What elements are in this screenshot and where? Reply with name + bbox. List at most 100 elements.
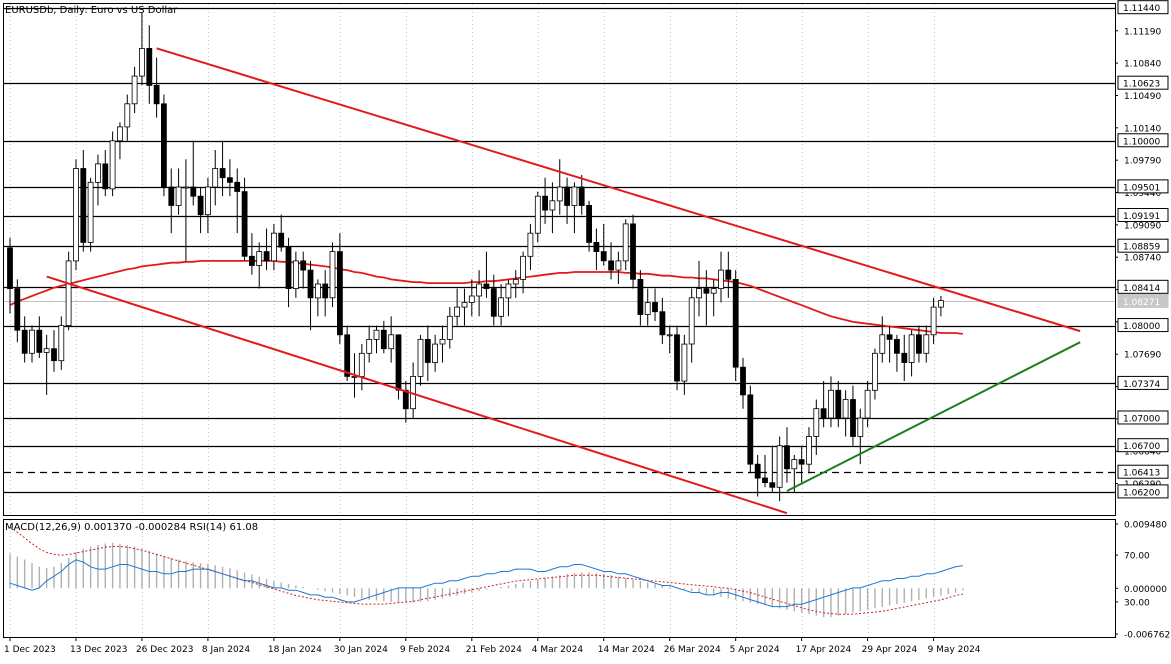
candle-body [278,232,285,248]
candle-body [820,408,827,419]
candle [681,334,688,395]
candle-body [923,334,930,354]
candle [241,177,248,261]
candle-body [659,311,666,336]
candle-body [307,269,314,299]
candle-body [542,195,548,211]
trendline-support[interactable] [786,341,1081,492]
candle-body [615,260,622,271]
level-label: 1.08000 [1123,322,1160,332]
candle [109,131,116,197]
candle-body [600,251,607,262]
candle-body [80,168,87,243]
candle-body [117,126,123,142]
candle [776,436,783,502]
candle [190,140,197,206]
candle-body [292,260,299,289]
candle [916,325,922,363]
candle-body [666,334,673,337]
candle [204,177,211,234]
chart-title: EURUSDb, Daily: Euro vs US Dollar [5,5,178,16]
candle [51,330,57,372]
price-tick-label: 1.07690 [1124,351,1161,361]
candle [578,174,585,215]
price-tick-label: 1.10490 [1124,92,1161,102]
trendline-channel-bottom[interactable] [46,275,788,515]
level-label-box [1117,0,1169,15]
candle [490,274,497,326]
candle-body [894,338,900,354]
candle-body [388,334,395,350]
candle-body [256,251,263,266]
time-tick-label: 1 Dec 2023 [4,645,56,655]
time-tick-label: 26 Dec 2023 [136,645,194,655]
candle-body [857,417,864,437]
candle-body [622,223,629,262]
candle-body [263,251,270,262]
candle [600,223,607,266]
rsi-line [9,559,963,608]
candle [65,251,72,331]
time-tick-label: 26 Mar 2024 [664,645,721,655]
candle-body [51,348,57,362]
trendline-channel-top[interactable] [156,47,1081,333]
candle [747,385,754,474]
candle [58,316,65,370]
candle [622,219,629,271]
current-price-label: 1.08271 [1123,298,1160,308]
candle-body [754,463,761,479]
candle-body [644,302,651,315]
indicator-tick-label: 0.000000 [1124,585,1167,595]
time-axis: 1 Dec 2023 13 Dec 2023 26 Dec 2023 8 Jan 20… [4,637,981,655]
time-tick-label: 14 Mar 2024 [598,645,655,655]
candle-body [872,352,878,391]
candle-body [146,48,153,86]
candle [285,237,292,308]
candle [168,168,175,234]
candle-body [769,482,776,488]
candle [175,168,182,215]
candle-body [938,300,944,308]
candle [468,279,475,317]
indicator-tick-label: 0.009480 [1124,521,1167,531]
candle-body [366,338,373,354]
candlesticks [7,12,944,502]
level-labels: 1.11440 1.10623 1.10000 1.09501 1.09191 1.088… [1117,0,1169,499]
horizontal-levels[interactable] [4,7,1115,494]
candle-body [908,334,915,363]
candle-body [395,334,402,391]
trendlines[interactable] [46,47,1081,515]
candle [703,270,710,326]
candle [879,316,886,363]
candle-body [241,191,248,257]
candle-body [630,223,636,280]
candle-body [637,278,644,315]
level-label: 1.10623 [1123,80,1160,90]
candle-body [439,338,446,345]
candle-body [512,278,519,285]
candle [329,242,336,308]
level-label-box [1117,208,1169,223]
candle-body [901,352,908,363]
time-tick-label: 30 Jan 2024 [334,645,388,655]
candle [769,445,776,492]
candle-body [461,302,468,308]
time-tick-label: 5 Apr 2024 [730,645,780,655]
candle [439,325,446,363]
candle-body [29,329,35,354]
candle-body [652,302,658,313]
candle [512,270,519,298]
candle-body [314,283,321,299]
price-tick-label: 1.10840 [1124,60,1161,70]
candle-body [483,283,490,289]
candle [373,325,380,354]
candle-body [740,366,746,396]
candle [659,297,666,345]
macd-signal-line [9,526,963,615]
candle-body [95,163,101,183]
level-label: 1.07000 [1123,414,1160,424]
candle-body [373,329,380,340]
